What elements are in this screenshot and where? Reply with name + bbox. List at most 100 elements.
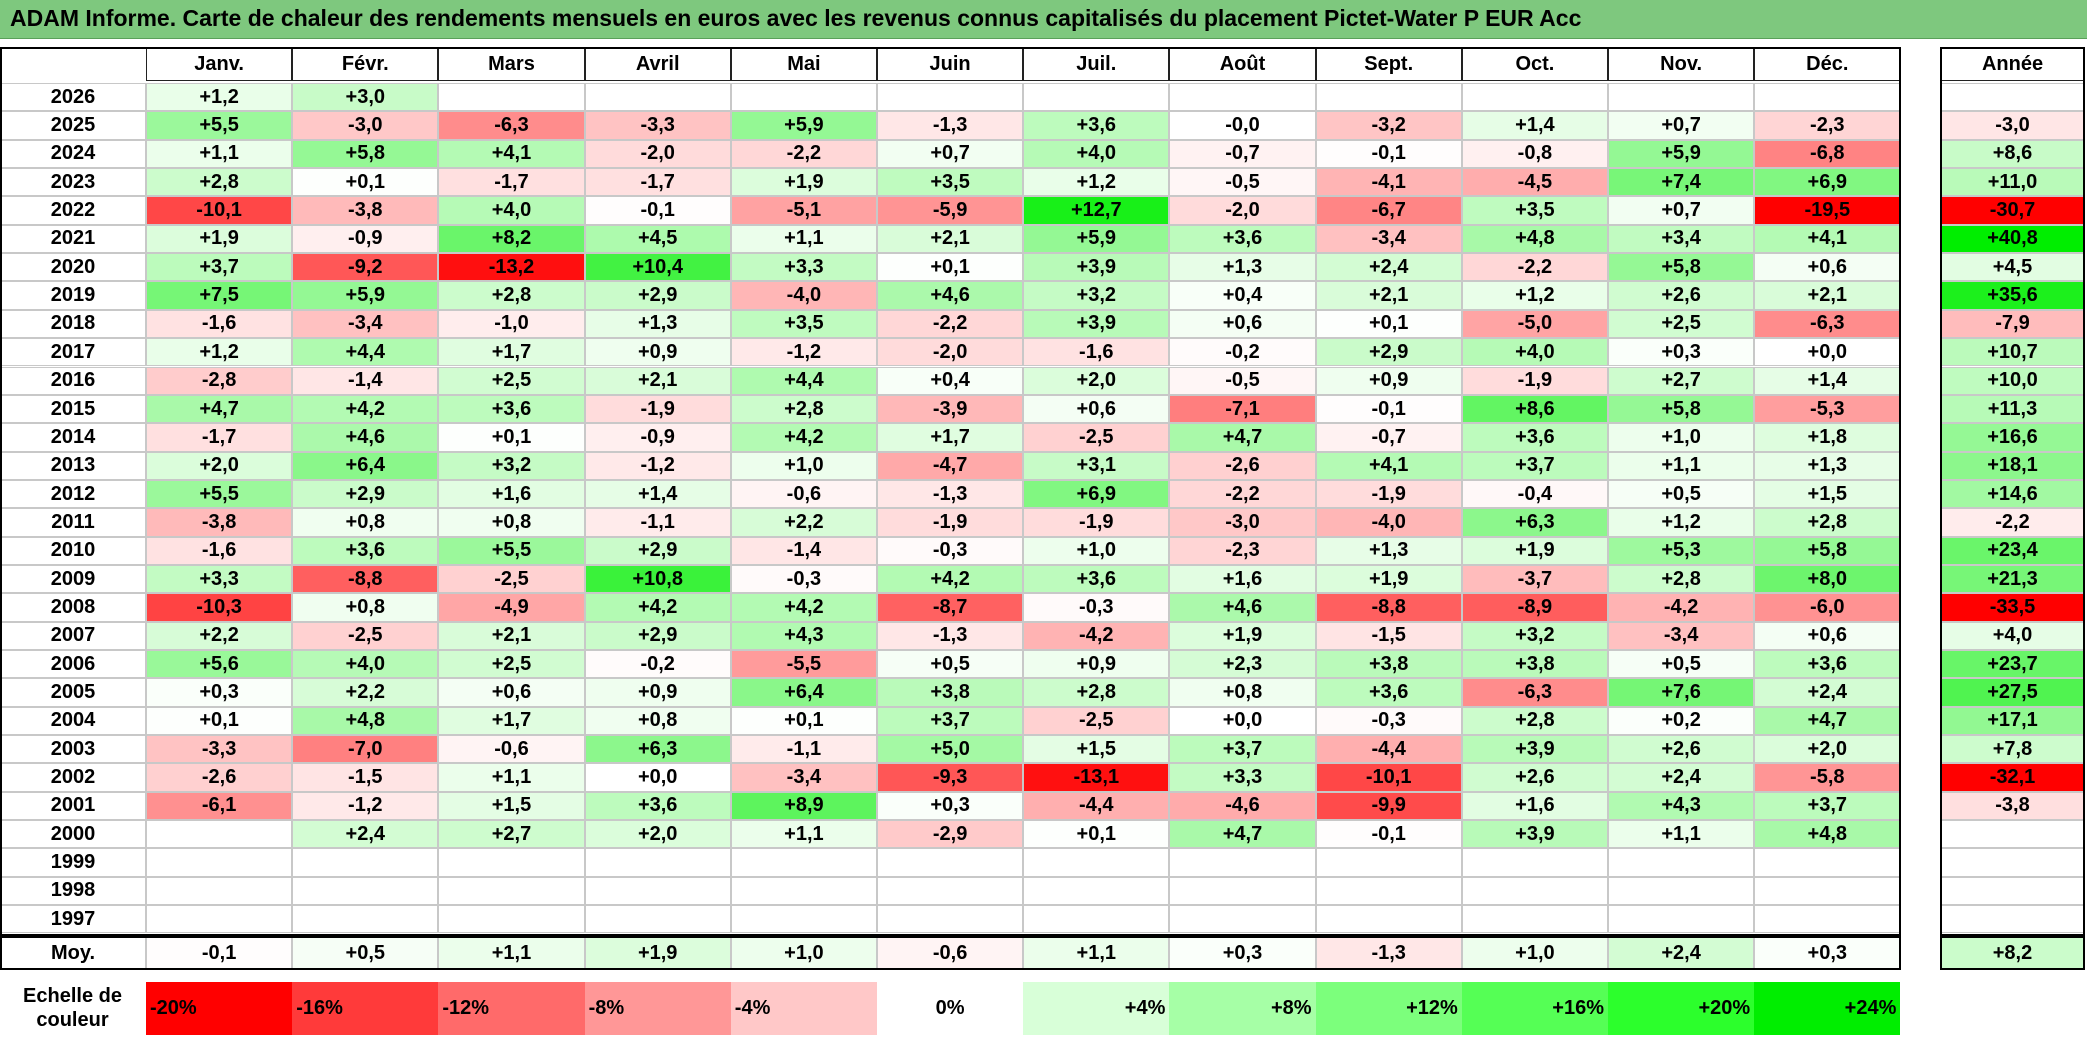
- heatmap-cell: -3,0: [1169, 508, 1316, 537]
- heatmap-cell: -8,7: [877, 593, 1024, 622]
- heatmap-cell: +1,9: [1169, 621, 1316, 650]
- heatmap-cell: -1,3: [877, 479, 1024, 509]
- heatmap-cell: -6,1: [146, 791, 293, 821]
- heatmap-cell: +1,9: [1461, 536, 1608, 565]
- average-cell: +1,1: [1023, 937, 1170, 969]
- annual-cell: [1940, 848, 2085, 877]
- heatmap-cell: +3,7: [1754, 791, 1901, 821]
- heatmap-cell: -10,1: [146, 196, 293, 225]
- heatmap-cell: -3,4: [292, 309, 439, 339]
- row-year-label: 2002: [0, 763, 146, 792]
- heatmap-cell: -1,7: [584, 168, 731, 197]
- annual-cell: +40,8: [1940, 224, 2085, 254]
- row-year-label: 2010: [0, 536, 146, 565]
- heatmap-cell: +1,1: [438, 763, 585, 792]
- heatmap-cell: +0,3: [877, 791, 1024, 821]
- heatmap-cell: -1,9: [1023, 508, 1170, 537]
- heatmap-cell: [584, 876, 731, 906]
- average-cell: -0,1: [146, 937, 293, 969]
- heatmap-cell: +5,5: [146, 111, 293, 140]
- heatmap-cell: [146, 820, 293, 849]
- heatmap-cell: +4,7: [146, 394, 293, 424]
- heatmap-cell: +2,8: [730, 394, 877, 424]
- heatmap-cell: -0,1: [1315, 820, 1462, 849]
- heatmap-cell: +7,4: [1608, 168, 1755, 197]
- heatmap-cell: -0,6: [730, 479, 877, 509]
- heatmap-cell: +1,9: [1315, 564, 1462, 594]
- heatmap-cell: +1,4: [584, 479, 731, 509]
- heatmap-cell: +4,2: [584, 593, 731, 622]
- heatmap-cell: -5,1: [730, 196, 877, 225]
- annual-cell: [1940, 876, 2085, 906]
- heatmap-cell: [292, 848, 439, 877]
- heatmap-cell: +1,7: [877, 423, 1024, 452]
- heatmap-cell: +0,2: [1608, 706, 1755, 736]
- heatmap-cell: -3,4: [1315, 224, 1462, 254]
- heatmap-cell: [1461, 848, 1608, 877]
- heatmap-cell: +3,3: [1169, 763, 1316, 792]
- heatmap-cell: -3,4: [730, 763, 877, 792]
- heatmap-cell: +0,6: [438, 678, 585, 707]
- heatmap-cell: +2,0: [1754, 735, 1901, 764]
- heatmap-cell: +1,2: [146, 83, 293, 112]
- heatmap-cell: -2,0: [584, 139, 731, 169]
- heatmap-cell: -2,9: [877, 820, 1024, 849]
- heatmap-cell: [584, 848, 731, 877]
- heatmap-cell: +2,9: [292, 479, 439, 509]
- column-header: Mai: [730, 47, 877, 81]
- heatmap-cell: +3,4: [1608, 224, 1755, 254]
- heatmap-cell: +2,4: [1315, 253, 1462, 282]
- heatmap-cell: +3,2: [1023, 281, 1170, 310]
- heatmap-cell: -10,1: [1315, 763, 1462, 792]
- heatmap-cell: +1,2: [1608, 508, 1755, 537]
- average-row-label: Moy.: [0, 937, 146, 969]
- heatmap-cell: +1,0: [1608, 423, 1755, 452]
- heatmap-cell: +0,7: [877, 139, 1024, 169]
- row-year-label: 2009: [0, 564, 146, 594]
- heatmap-cell: -1,6: [146, 309, 293, 339]
- heatmap-cell: -13,2: [438, 253, 585, 282]
- heatmap-cell: +3,9: [1461, 735, 1608, 764]
- row-year-label: 2005: [0, 678, 146, 707]
- heatmap-cell: +6,4: [292, 451, 439, 480]
- heatmap-cell: -4,5: [1461, 168, 1608, 197]
- heatmap-cell: +0,1: [146, 706, 293, 736]
- heatmap-cell: +1,6: [438, 479, 585, 509]
- heatmap-cell: -1,5: [292, 763, 439, 792]
- heatmap-cell: +2,6: [1608, 735, 1755, 764]
- heatmap-cell: -2,8: [146, 366, 293, 395]
- heatmap-cell: +3,6: [1023, 564, 1170, 594]
- heatmap-cell: -3,4: [1608, 621, 1755, 650]
- heatmap-cell: +4,2: [730, 423, 877, 452]
- heatmap-cell: +3,7: [1169, 735, 1316, 764]
- heatmap-cell: [877, 848, 1024, 877]
- row-year-label: 2019: [0, 281, 146, 310]
- heatmap-cell: -1,3: [877, 111, 1024, 140]
- row-year-label: 2007: [0, 621, 146, 650]
- heatmap-cell: +0,3: [1608, 338, 1755, 367]
- heatmap-cell: -1,9: [1315, 479, 1462, 509]
- heatmap-cell: -19,5: [1754, 196, 1901, 225]
- annual-column-header: Année: [1940, 47, 2085, 81]
- heatmap-cell: [584, 83, 731, 112]
- column-header: Avril: [584, 47, 731, 81]
- average-cell: +0,3: [1754, 937, 1901, 969]
- row-year-label: 2026: [0, 83, 146, 112]
- heatmap-cell: +1,7: [438, 338, 585, 367]
- color-scale-swatch: -4%: [730, 982, 877, 1035]
- row-year-label: 2004: [0, 706, 146, 736]
- heatmap-cell: +0,5: [1608, 479, 1755, 509]
- heatmap-cell: +3,3: [146, 564, 293, 594]
- row-year-label: 2011: [0, 508, 146, 537]
- heatmap-cell: -0,9: [292, 224, 439, 254]
- heatmap-cell: [1461, 905, 1608, 934]
- color-scale-swatch: +24%: [1754, 982, 1901, 1035]
- annual-cell: -30,7: [1940, 196, 2085, 225]
- heatmap-cell: +2,9: [584, 621, 731, 650]
- color-scale-swatch: +20%: [1608, 982, 1755, 1035]
- heatmap-cell: -1,6: [1023, 338, 1170, 367]
- heatmap-cell: -1,4: [730, 536, 877, 565]
- heatmap-cell: -1,1: [584, 508, 731, 537]
- heatmap-cell: +5,6: [146, 650, 293, 679]
